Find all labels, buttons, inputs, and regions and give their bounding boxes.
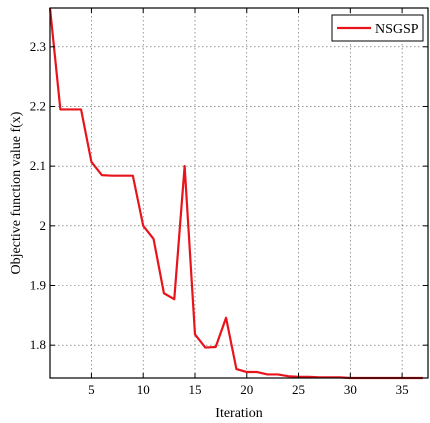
y-tick-label: 1.8 bbox=[30, 337, 46, 352]
y-tick-labels: 1.8 1.9 2 2.1 2.2 2.3 bbox=[30, 39, 46, 352]
y-tick-label: 2.1 bbox=[30, 158, 46, 173]
plot-frame bbox=[49, 7, 429, 379]
x-tick-label: 35 bbox=[396, 382, 409, 397]
y-axis-title: Objective function value f(x) bbox=[9, 111, 24, 274]
y-tick-label: 1.9 bbox=[30, 278, 46, 293]
axis-ticks bbox=[50, 8, 428, 378]
y-tick-label: 2.2 bbox=[30, 98, 46, 113]
x-axis-title: Iteration bbox=[215, 406, 262, 421]
x-tick-label: 25 bbox=[292, 382, 305, 397]
x-tick-label: 10 bbox=[137, 382, 150, 397]
y-tick-label: 2.3 bbox=[30, 39, 46, 54]
legend: NSGSP bbox=[331, 14, 424, 42]
x-tick-label: 5 bbox=[88, 382, 95, 397]
y-tick-label: 2 bbox=[40, 218, 47, 233]
x-tick-label: 15 bbox=[188, 382, 201, 397]
x-tick-label: 20 bbox=[240, 382, 253, 397]
x-tick-labels: 5 10 15 20 25 30 35 bbox=[88, 382, 408, 397]
legend-label-nsgsp: NSGSP bbox=[375, 22, 419, 37]
grid-lines bbox=[50, 8, 428, 378]
x-tick-label: 30 bbox=[344, 382, 357, 397]
